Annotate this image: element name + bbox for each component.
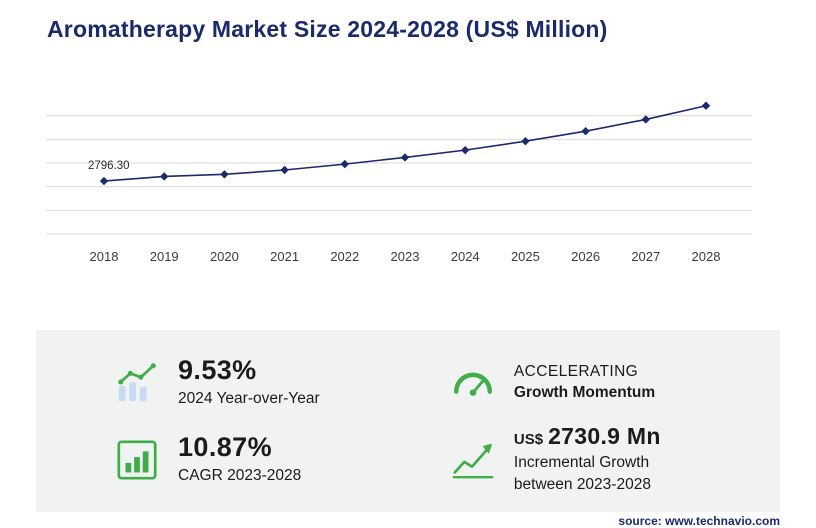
- stat-incremental-growth: US$ 2730.9 Mn Incremental Growth between…: [450, 424, 760, 494]
- framed-bar-chart-icon: [117, 439, 157, 480]
- yoy-label: 2024 Year-over-Year: [178, 390, 320, 408]
- market-size-line-chart: 2018 2019 2020 2021 2022 2023 2024 2025 2026 2027…: [46, 78, 752, 270]
- svg-text:2018: 2018: [90, 249, 119, 264]
- line-chart-canvas: 2018 2019 2020 2021 2022 2023 2024 2025 2026 2027…: [46, 101, 752, 264]
- svg-text:2024: 2024: [451, 249, 480, 264]
- momentum-status: ACCELERATING: [513, 362, 639, 380]
- svg-text:2021: 2021: [270, 249, 299, 264]
- cagr-label: CAGR 2023-2028: [178, 467, 302, 485]
- yoy-value: 9.53%: [178, 355, 257, 386]
- svg-text:2026: 2026: [571, 249, 600, 264]
- stat-growth-momentum: ACCELERATING Growth Momentum: [450, 360, 760, 406]
- momentum-text: ACCELERATING Growth Momentum: [514, 362, 655, 404]
- svg-text:2025: 2025: [511, 249, 540, 264]
- incremental-currency: US$: [513, 431, 544, 449]
- svg-text:2028: 2028: [692, 249, 721, 264]
- svg-text:2022: 2022: [330, 249, 359, 264]
- bar-line-chart-icon: [118, 362, 156, 401]
- svg-text:2020: 2020: [210, 249, 239, 264]
- svg-text:2023: 2023: [391, 249, 420, 264]
- page-title: Aromatherapy Market Size 2024-2028 (US$ …: [47, 16, 608, 42]
- yoy-text: 9.53% 2024 Year-over-Year: [178, 356, 320, 408]
- incremental-text: US$ 2730.9 Mn Incremental Growth between…: [514, 424, 661, 494]
- stats-panel: 9.53% 2024 Year-over-Year ACCELERATING G…: [36, 330, 780, 512]
- incremental-label-1: Incremental Growth: [513, 453, 650, 471]
- growth-arrow-icon: [452, 444, 494, 479]
- svg-text:2027: 2027: [631, 249, 660, 264]
- incremental-value-row: US$ 2730.9 Mn: [513, 423, 661, 450]
- svg-text:2019: 2019: [150, 249, 179, 264]
- cagr-text: 10.87% CAGR 2023-2028: [178, 433, 301, 485]
- cagr-value: 10.87%: [178, 432, 272, 463]
- svg-text:2796.30: 2796.30: [88, 160, 130, 172]
- speedometer-icon: [453, 372, 492, 396]
- incremental-label-2: between 2023-2028: [513, 476, 651, 494]
- stat-yoy-growth: 9.53% 2024 Year-over-Year: [114, 356, 450, 408]
- stat-cagr: 10.87% CAGR 2023-2028: [114, 433, 450, 485]
- momentum-label: Growth Momentum: [513, 383, 656, 401]
- source-credit: source: www.technavio.com: [618, 514, 780, 528]
- incremental-value: 2730.9 Mn: [548, 423, 661, 450]
